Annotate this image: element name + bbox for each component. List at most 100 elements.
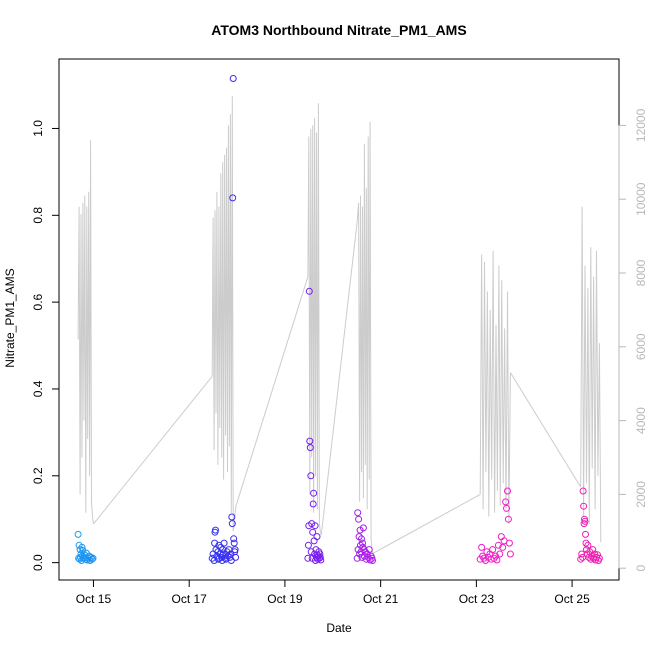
- data-point: [502, 498, 510, 506]
- altitude-connector-1: [93, 375, 213, 525]
- y-axis: 0.0 0.2 0.4 0.6 0.8 1.0: [31, 120, 60, 571]
- data-point: [211, 539, 219, 547]
- data-point: [217, 543, 225, 551]
- data-point: [506, 550, 514, 558]
- data-point: [581, 517, 589, 525]
- data-point: [227, 550, 235, 558]
- data-point: [584, 541, 592, 549]
- y-tick-label: 0.0: [31, 554, 45, 571]
- data-point: [359, 539, 366, 547]
- data-point: [580, 502, 588, 510]
- altitude-connector-4: [372, 493, 481, 554]
- y2-tick-label: 12000: [634, 108, 648, 142]
- data-point: [489, 546, 497, 554]
- data-point: [354, 509, 362, 517]
- altitude-flight-1: [77, 140, 94, 524]
- x-tick-label: Oct 25: [554, 592, 590, 606]
- data-point: [306, 444, 314, 452]
- data-point: [307, 472, 315, 480]
- data-point: [595, 554, 603, 562]
- y2-tick-label: 8000: [634, 259, 648, 286]
- data-point: [228, 520, 236, 528]
- data-point: [505, 539, 513, 547]
- y2-tick-label: 6000: [634, 333, 648, 360]
- altitude-flight-6: [580, 206, 602, 543]
- data-point: [355, 515, 363, 523]
- data-point: [493, 556, 501, 564]
- data-point: [504, 515, 512, 523]
- altitude-flight-4: [356, 121, 374, 554]
- y-tick-label: 0.6: [31, 293, 45, 310]
- x-axis-label: Date: [326, 621, 352, 635]
- data-point: [579, 487, 587, 495]
- y2-tick-label: 10000: [634, 182, 648, 216]
- data-point: [363, 550, 371, 558]
- data-point: [231, 546, 239, 554]
- plot-frame: [58, 58, 620, 581]
- y-tick-label: 0.2: [31, 467, 45, 484]
- data-point: [503, 504, 510, 512]
- data-point: [311, 522, 319, 530]
- data-point: [497, 533, 505, 541]
- x-tick-label: Oct 19: [267, 592, 303, 606]
- data-point: [582, 539, 590, 547]
- data-point: [88, 555, 96, 563]
- data-point: [313, 533, 321, 541]
- y-tick-label: 1.0: [31, 120, 45, 137]
- chart-title: ATOM3 Northbound Nitrate_PM1_AMS: [211, 22, 466, 38]
- data-point: [582, 530, 589, 538]
- altitude-line-layer: [77, 95, 602, 554]
- data-point: [355, 533, 363, 541]
- data-point: [369, 557, 376, 564]
- data-point: [315, 554, 323, 562]
- data-point: [577, 555, 585, 563]
- data-point: [230, 535, 238, 543]
- data-point: [358, 535, 365, 543]
- data-point: [74, 530, 82, 538]
- altitude-flight-3: [307, 103, 322, 536]
- data-point: [310, 537, 318, 545]
- data-point: [229, 75, 237, 82]
- data-point: [496, 550, 504, 558]
- y2-tick-label: 0: [634, 565, 648, 572]
- y-tick-label: 0.4: [31, 380, 45, 397]
- data-point: [492, 552, 499, 560]
- y2-tick-label: 2000: [634, 481, 648, 508]
- data-point: [230, 539, 238, 547]
- y-tick-label: 0.8: [31, 207, 45, 224]
- altitude-connector-3: [320, 221, 358, 536]
- data-point: [229, 194, 237, 202]
- x-tick-label: Oct 15: [76, 592, 112, 606]
- data-point: [309, 500, 317, 508]
- data-point: [478, 543, 486, 551]
- y-axis-label: Nitrate_PM1_AMS: [3, 268, 17, 367]
- x-tick-label: Oct 23: [459, 592, 495, 606]
- x-tick-label: Oct 17: [172, 592, 208, 606]
- data-point: [359, 524, 367, 532]
- data-point: [578, 550, 586, 558]
- data-point: [304, 554, 312, 562]
- altitude-flight-2: [211, 95, 237, 532]
- data-point: [361, 548, 369, 556]
- data-point: [308, 520, 316, 528]
- data-point: [304, 541, 312, 549]
- data-point: [310, 489, 318, 497]
- data-point: [589, 546, 597, 554]
- data-point: [365, 546, 373, 554]
- altitude-connector-2: [235, 276, 309, 506]
- data-point: [89, 554, 97, 562]
- data-point: [220, 539, 228, 547]
- x-tick-label: Oct 21: [363, 592, 399, 606]
- y2-axis: 0 2000 4000 6000 8000 10000 12000: [618, 108, 648, 572]
- data-point: [232, 553, 240, 561]
- data-points-layer: [74, 75, 603, 564]
- altitude-connector-5: [509, 372, 582, 488]
- data-point: [316, 553, 324, 561]
- y2-tick-label: 4000: [634, 407, 648, 434]
- data-point: [494, 541, 502, 549]
- data-point: [212, 526, 219, 534]
- data-point: [504, 487, 511, 495]
- data-point: [317, 556, 325, 564]
- data-point: [306, 437, 314, 445]
- data-point: [223, 548, 231, 556]
